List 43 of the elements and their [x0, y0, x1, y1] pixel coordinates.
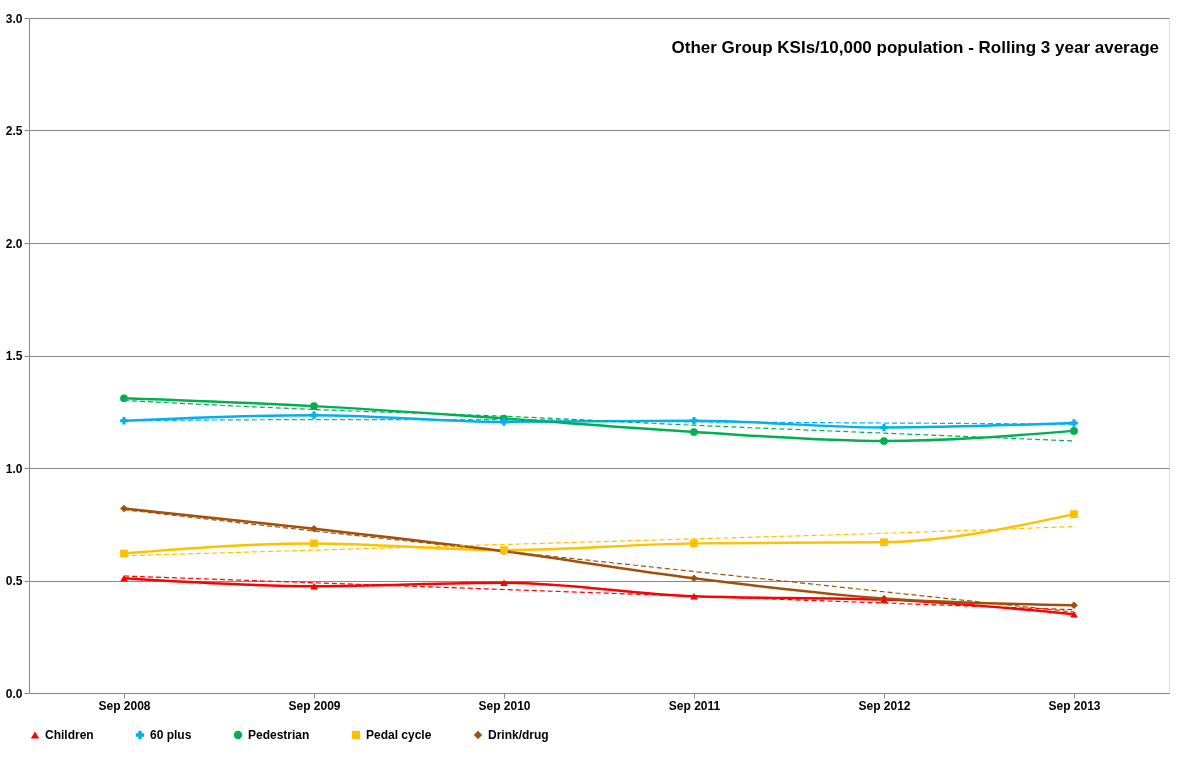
x-tick-label: Sep 2013 [1048, 698, 1101, 713]
y-tick-label: 2.0 [5, 236, 23, 251]
point [1070, 427, 1078, 435]
point [310, 539, 318, 548]
x-tick-label: Sep 2012 [858, 698, 911, 713]
point [690, 574, 698, 583]
point [880, 538, 888, 547]
x-tick-label: Sep 2010 [478, 698, 531, 713]
point [690, 539, 698, 548]
x-tick-label: Sep 2009 [288, 698, 341, 713]
point [690, 416, 698, 425]
point [1070, 419, 1078, 427]
point [880, 423, 888, 432]
point [500, 418, 508, 426]
point [310, 402, 318, 410]
point [1070, 510, 1078, 518]
point [880, 437, 888, 445]
y-tick-label: 1.0 [5, 461, 23, 476]
point [500, 579, 508, 587]
point [310, 411, 318, 419]
point [690, 428, 698, 436]
y-tick-label: 0.0 [5, 686, 23, 701]
legend-label: Children [45, 728, 94, 742]
point [120, 574, 128, 582]
point [1070, 610, 1078, 618]
x-tick-label: Sep 2011 [668, 698, 721, 713]
x-tick-label: Sep 2008 [98, 698, 151, 713]
legend-label: Drink/drug [488, 728, 549, 742]
point [120, 504, 128, 513]
legend-label: 60 plus [150, 728, 192, 742]
y-tick-label: 2.5 [5, 124, 23, 138]
text: Other Group KSIs/10,000 population - Rolling 3 year average [671, 38, 1159, 57]
legend-label: Pedestrian [248, 728, 310, 742]
point [1070, 601, 1078, 610]
y-tick-label: 0.5 [5, 574, 23, 588]
point [120, 549, 128, 558]
y-tick-label: 3.0 [5, 11, 23, 26]
point [120, 394, 128, 403]
point [310, 524, 318, 533]
point [690, 592, 698, 600]
point [120, 416, 128, 425]
y-tick-label: 1.5 [5, 349, 23, 363]
legend-label: Pedal cycle [366, 728, 432, 742]
